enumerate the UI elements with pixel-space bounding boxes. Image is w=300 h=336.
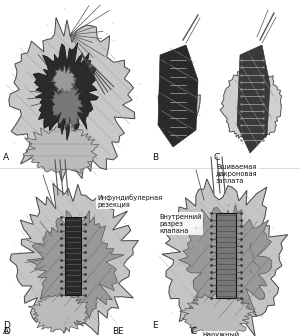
Text: E: E xyxy=(152,321,158,330)
Text: A: A xyxy=(3,327,9,336)
Polygon shape xyxy=(27,210,124,320)
Bar xyxy=(65,217,81,295)
Text: Внутренний
разрез
клапана: Внутренний разрез клапана xyxy=(159,213,202,234)
Text: B: B xyxy=(112,327,118,336)
Polygon shape xyxy=(220,71,282,141)
Polygon shape xyxy=(237,45,270,153)
Text: Инфундибулерная
резекция: Инфундибулерная резекция xyxy=(98,194,163,208)
Bar xyxy=(216,213,236,298)
Polygon shape xyxy=(179,205,272,330)
Polygon shape xyxy=(180,293,254,336)
Polygon shape xyxy=(51,76,83,132)
Polygon shape xyxy=(33,43,98,140)
Polygon shape xyxy=(10,183,138,335)
Text: C: C xyxy=(190,327,197,336)
Polygon shape xyxy=(158,45,198,147)
Polygon shape xyxy=(50,66,76,93)
Polygon shape xyxy=(28,294,88,333)
Text: C: C xyxy=(213,153,219,162)
Text: D: D xyxy=(3,327,10,336)
Polygon shape xyxy=(158,72,200,133)
Text: D: D xyxy=(3,321,10,330)
Text: Вшиваемая
дакроновая
заплата: Вшиваемая дакроновая заплата xyxy=(216,164,258,184)
Polygon shape xyxy=(9,17,135,181)
Text: B: B xyxy=(152,153,158,162)
Polygon shape xyxy=(162,179,288,336)
Text: E: E xyxy=(117,327,123,336)
Text: Наружный
разрез
клапана: Наружный разрез клапана xyxy=(202,332,240,336)
Polygon shape xyxy=(23,126,98,174)
Text: A: A xyxy=(3,153,9,162)
